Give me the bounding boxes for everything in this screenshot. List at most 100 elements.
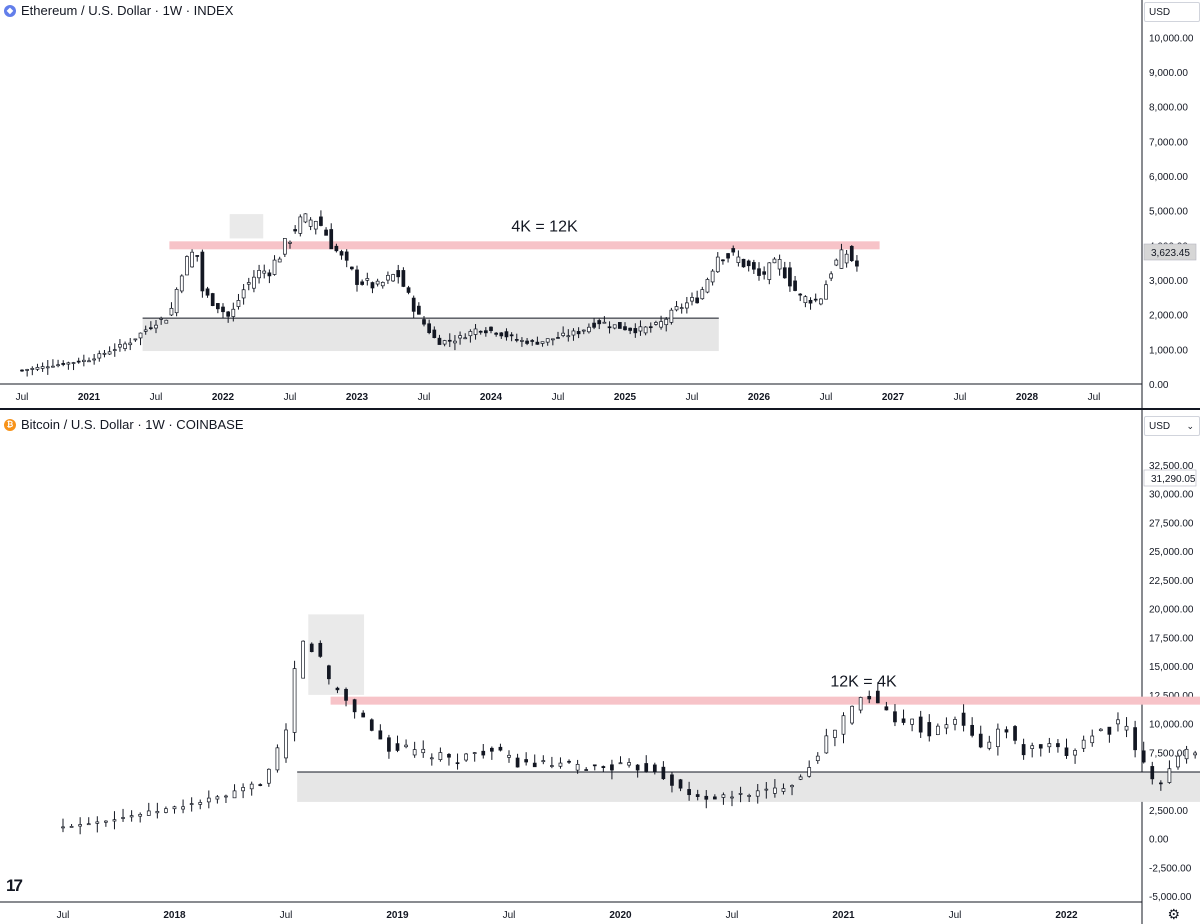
- eth-candle-body: [118, 344, 122, 348]
- eth-candle-body: [690, 297, 694, 302]
- btc-candle-body: [944, 724, 949, 729]
- eth-candle-body: [638, 326, 643, 332]
- eth-candle-body: [35, 367, 40, 370]
- btc-candle-body: [344, 688, 348, 701]
- eth-candle-body: [509, 334, 514, 337]
- btc-candle-body: [1158, 782, 1163, 785]
- eth-candle-body: [432, 329, 437, 339]
- eth-candle-body: [855, 260, 859, 267]
- btc-y-tick-label: 32,500.00: [1149, 461, 1194, 472]
- eth-candle-body: [710, 270, 715, 283]
- eth-candle-body: [700, 289, 705, 300]
- eth-candle-body: [798, 293, 803, 296]
- eth-candle-body: [61, 363, 66, 365]
- eth-candle-body: [123, 343, 127, 349]
- eth-x-tick-label: Jul: [150, 392, 163, 403]
- eth-candle-body: [71, 362, 76, 364]
- btc-candle-body: [352, 699, 357, 713]
- btc-y-tick-label: -2,500.00: [1149, 863, 1192, 874]
- btc-candle-body: [1150, 766, 1155, 780]
- btc-candle-body: [884, 706, 889, 711]
- eth-candle-body: [174, 289, 179, 314]
- btc-candle-body: [1013, 726, 1017, 741]
- eth-candle-body: [360, 281, 365, 285]
- eth-candle-body: [30, 368, 35, 370]
- eth-candle-body: [597, 320, 602, 325]
- eth-currency-select[interactable]: USD: [1144, 2, 1200, 22]
- eth-x-tick-label: 2025: [614, 392, 637, 403]
- btc-candle-body: [172, 806, 177, 810]
- btc-candle-body: [395, 743, 400, 751]
- btc-candle-body: [258, 784, 263, 786]
- chevron-down-icon: ⌄: [1186, 420, 1194, 431]
- eth-candle-body: [344, 251, 349, 261]
- btc-candle-body: [764, 788, 769, 791]
- btc-candle-body: [747, 795, 752, 797]
- btc-candle-body: [1090, 735, 1095, 744]
- btc-candle-body: [824, 735, 829, 754]
- btc-candle-body: [687, 789, 691, 796]
- btc-candle-body: [532, 762, 537, 768]
- eth-candle-body: [803, 296, 808, 304]
- eth-x-tick-label: Jul: [552, 392, 565, 403]
- btc-title: Bitcoin / U.S. Dollar · 1W · COINBASE: [21, 417, 244, 432]
- btc-candle-body: [1124, 725, 1129, 731]
- btc-candle-body: [155, 811, 160, 814]
- btc-candle-body: [1021, 744, 1026, 756]
- eth-candle-body: [205, 288, 210, 296]
- eth-candle-body: [504, 331, 509, 338]
- btc-candle-body: [104, 820, 108, 823]
- btc-x-tick-label: Jul: [503, 910, 516, 921]
- eth-candle-body: [788, 267, 792, 287]
- btc-candle-body: [421, 748, 426, 754]
- eth-candle-body: [210, 293, 215, 307]
- eth-candle-body: [592, 322, 596, 328]
- btc-candle-body: [284, 729, 288, 759]
- btc-candle-body: [498, 746, 503, 751]
- btc-candle-body: [1184, 748, 1189, 760]
- eth-candle-body: [231, 308, 236, 317]
- eth-candle-body: [298, 216, 303, 234]
- eth-candle-body: [277, 258, 282, 263]
- eth-candle-body: [679, 307, 684, 309]
- btc-candle-body: [961, 712, 966, 726]
- btc-x-tick-label: 2019: [386, 910, 409, 921]
- eth-candle-body: [494, 332, 499, 335]
- btc-candle-body: [755, 790, 760, 797]
- btc-candle-body: [369, 719, 374, 731]
- ethereum-icon: ◆: [4, 4, 16, 17]
- btc-candle-body: [670, 774, 674, 786]
- eth-candle-body: [844, 253, 849, 264]
- eth-candle-body: [267, 272, 272, 277]
- eth-candle-body: [834, 259, 839, 266]
- eth-candle-body: [66, 362, 71, 365]
- eth-y-tick-label: 9,000.00: [1149, 68, 1188, 79]
- eth-candle-body: [623, 326, 627, 331]
- btc-candle-body: [1193, 752, 1198, 756]
- btc-candle-body: [275, 747, 280, 771]
- eth-candle-body: [411, 297, 416, 312]
- btc-candle-body: [1047, 743, 1052, 748]
- btc-candle-body: [592, 764, 597, 767]
- gear-icon[interactable]: ⚙: [1167, 906, 1180, 922]
- btc-x-tick-label: Jul: [726, 910, 739, 921]
- eth-candle-body: [20, 369, 24, 372]
- eth-candle-body: [349, 266, 354, 270]
- eth-candle-body: [159, 318, 164, 320]
- btc-range-box: [297, 771, 1200, 802]
- eth-candle-body: [540, 341, 545, 344]
- eth-candle-body: [767, 262, 772, 280]
- eth-candle-body: [715, 256, 720, 273]
- eth-candle-body: [164, 319, 169, 324]
- btc-x-tick-label: 2022: [1055, 910, 1078, 921]
- btc-candle-body: [1056, 743, 1060, 748]
- eth-candle-body: [793, 280, 797, 291]
- eth-candle-body: [525, 340, 529, 344]
- btc-y-tick-label: 15,000.00: [1149, 662, 1194, 673]
- btc-currency-select[interactable]: USD ⌄: [1144, 416, 1200, 436]
- btc-x-tick-label: Jul: [280, 910, 293, 921]
- eth-candle-body: [746, 260, 751, 267]
- btc-candle-body: [1004, 729, 1009, 733]
- eth-candle-body: [447, 339, 452, 342]
